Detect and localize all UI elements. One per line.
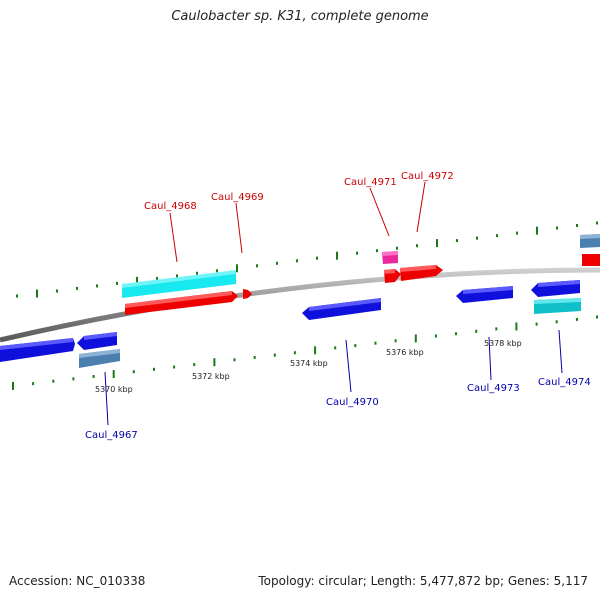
kbp-label: 5372 kbp: [192, 372, 230, 381]
gene-label-caul-4972[interactable]: Caul_4972: [401, 171, 454, 182]
kbp-label: 5378 kbp: [484, 339, 522, 348]
gene-feature-red-4972[interactable]: [400, 265, 443, 281]
gene-feature-blue-4970[interactable]: [302, 298, 381, 320]
gene-label-caul-4969[interactable]: Caul_4969: [211, 192, 264, 203]
genome-backbone: [0, 267, 600, 343]
kbp-scale-labels: 5370 kbp 5372 kbp 5374 kbp 5376 kbp 5378…: [95, 339, 522, 394]
gene-features: [0, 234, 600, 368]
gene-feature-blue-4974[interactable]: [531, 280, 580, 297]
gene-label-caul-4973[interactable]: Caul_4973: [467, 383, 520, 394]
gene-labels: Caul_4967 Caul_4968 Caul_4969 Caul_4970 …: [85, 171, 591, 441]
forward-tick-track: [16, 221, 598, 298]
gene-feature-steel-4967[interactable]: [79, 349, 120, 368]
gene-feature-red-4968[interactable]: [125, 291, 238, 315]
gene-label-caul-4968[interactable]: Caul_4968: [144, 201, 197, 212]
gene-feature-blue-4967[interactable]: [77, 332, 117, 350]
gene-feature-steel-edge[interactable]: [580, 234, 600, 248]
reverse-tick-track: [12, 315, 598, 390]
gene-feature-red-edge[interactable]: [582, 254, 600, 266]
topology-text: Topology: circular; Length: 5,477,872 bp…: [258, 574, 588, 588]
accession-text: Accession: NC_010338: [9, 574, 146, 588]
gene-feature-magenta-4971[interactable]: [382, 251, 398, 264]
gene-label-caul-4974[interactable]: Caul_4974: [538, 377, 591, 388]
gene-feature-cyan-4968[interactable]: [122, 270, 236, 298]
gene-feature-red-4971[interactable]: [384, 269, 401, 283]
kbp-label: 5374 kbp: [290, 359, 328, 368]
gene-label-caul-4967[interactable]: Caul_4967: [85, 430, 138, 441]
gene-feature-blue-left[interactable]: [0, 338, 75, 362]
kbp-label: 5376 kbp: [386, 348, 424, 357]
gene-feature-blue-4973[interactable]: [456, 286, 513, 303]
gene-feature-red-4969[interactable]: [243, 289, 252, 299]
gene-label-caul-4970[interactable]: Caul_4970: [326, 397, 379, 408]
gene-label-caul-4971[interactable]: Caul_4971: [344, 177, 397, 188]
label-connectors: [104, 181, 563, 426]
genome-title: Caulobacter sp. K31, complete genome: [171, 9, 429, 24]
gene-feature-teal-4974[interactable]: [534, 298, 581, 314]
kbp-label: 5370 kbp: [95, 385, 133, 394]
